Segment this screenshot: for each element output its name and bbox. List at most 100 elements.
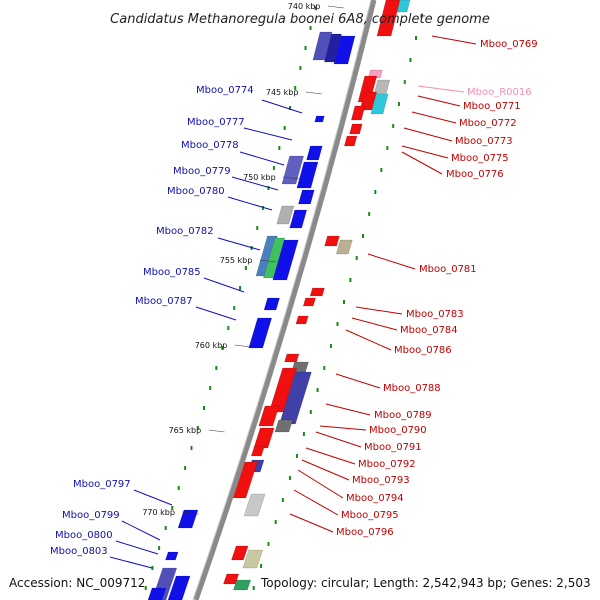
right-leader-line bbox=[301, 459, 350, 481]
gene-label-right: Mboo_0796 bbox=[336, 527, 394, 538]
gc-dot bbox=[233, 306, 236, 310]
gc-dot bbox=[239, 286, 242, 290]
gene-label-left: Mboo_0803 bbox=[50, 546, 108, 557]
gene-feature bbox=[306, 145, 323, 161]
gene-feature bbox=[289, 209, 308, 229]
gene-label-left: Mboo_0785 bbox=[143, 267, 201, 278]
kbp-tick-line bbox=[305, 91, 322, 95]
gene-label-right: Mboo_0789 bbox=[374, 410, 432, 421]
left-leader-line bbox=[133, 489, 173, 506]
gene-feature bbox=[295, 315, 309, 325]
backbone-highlight bbox=[192, 0, 372, 600]
kbp-tick-line bbox=[283, 176, 300, 180]
gc-dot bbox=[403, 80, 406, 84]
gc-dot bbox=[323, 366, 326, 370]
gene-label-right: Mboo_0771 bbox=[463, 101, 521, 112]
gc-dot bbox=[283, 126, 286, 130]
kbp-tick-label: 750 kbp bbox=[243, 173, 276, 182]
gene-feature bbox=[253, 427, 275, 449]
map-title: Candidatus Methanoregula boonei 6A8, com… bbox=[110, 12, 490, 27]
gc-dot bbox=[221, 346, 224, 350]
kbp-tick-line bbox=[182, 511, 199, 515]
gene-feature bbox=[314, 115, 325, 123]
gc-dot bbox=[144, 586, 147, 590]
right-leader-line bbox=[403, 127, 453, 142]
gene-label-right: Mboo_0792 bbox=[358, 459, 416, 470]
gc-dot bbox=[267, 542, 270, 546]
gc-dot bbox=[288, 476, 291, 480]
kbp-tick-label: 745 kbp bbox=[266, 88, 299, 97]
right-leader-line bbox=[305, 447, 356, 465]
gc-dot bbox=[256, 226, 259, 230]
gene-feature bbox=[298, 189, 315, 205]
left-leader-line bbox=[231, 176, 279, 191]
gc-dot bbox=[386, 146, 389, 150]
gc-dot bbox=[368, 212, 371, 216]
right-leader-line bbox=[411, 111, 457, 124]
right-leader-line bbox=[401, 151, 443, 175]
gene-label-right: Mboo_0794 bbox=[346, 493, 404, 504]
gene-feature bbox=[343, 135, 358, 147]
gene-label-right: Mboo_0791 bbox=[364, 442, 422, 453]
gene-label-left: Mboo_0777 bbox=[187, 117, 245, 128]
gc-dot bbox=[398, 102, 401, 106]
right-leader-line bbox=[401, 145, 449, 159]
kbp-tick-line bbox=[234, 344, 251, 348]
gene-label-left: Mboo_0799 bbox=[62, 510, 120, 521]
gc-dot bbox=[329, 344, 332, 348]
gene-feature bbox=[370, 93, 389, 115]
gc-dot bbox=[316, 388, 319, 392]
gene-label-right: Mboo_0781 bbox=[419, 264, 477, 275]
kbp-tick-line bbox=[208, 429, 225, 433]
gc-dot bbox=[392, 124, 395, 128]
right-leader-line bbox=[325, 403, 371, 416]
right-gene-labels: Mboo_0769 Mboo_R0016 Mboo_0771 Mboo_0772 Mbo… bbox=[289, 35, 538, 538]
gene-label-right: Mboo_0772 bbox=[459, 118, 517, 129]
gc-dot bbox=[215, 366, 218, 370]
right-leader-line bbox=[297, 469, 344, 499]
gene-feature bbox=[349, 123, 363, 135]
gene-feature bbox=[279, 371, 312, 425]
gc-dot bbox=[164, 526, 167, 530]
gc-dot bbox=[190, 446, 193, 450]
gene-label-right: Mboo_R0016 bbox=[467, 87, 532, 98]
left-leader-line bbox=[239, 151, 285, 166]
gc-dot bbox=[158, 546, 161, 550]
left-leader-line bbox=[195, 306, 237, 321]
left-leader-line bbox=[203, 277, 245, 293]
gene-feature bbox=[276, 205, 295, 225]
gene-label-right: Mboo_0795 bbox=[341, 510, 399, 521]
kbp-tick-label: 755 kbp bbox=[220, 256, 253, 265]
gene-label-right: Mboo_0793 bbox=[352, 475, 410, 486]
gc-dot bbox=[355, 256, 358, 260]
gc-dot bbox=[252, 586, 255, 590]
gc-dot bbox=[278, 146, 281, 150]
backbone-line bbox=[193, 0, 377, 600]
right-leader-line bbox=[315, 431, 362, 448]
gc-dot bbox=[349, 278, 352, 282]
gc-dot bbox=[314, 6, 317, 10]
gene-feature bbox=[333, 35, 356, 65]
gc-dot bbox=[294, 86, 297, 90]
gene-feature bbox=[376, 0, 401, 37]
gc-dot bbox=[415, 36, 418, 40]
topology-text: Topology: circular; Length: 2,542,943 bp… bbox=[260, 576, 591, 590]
gene-feature bbox=[242, 549, 264, 569]
gc-dot bbox=[299, 66, 302, 70]
gene-label-right: Mboo_0773 bbox=[455, 136, 513, 147]
left-leader-line bbox=[217, 237, 261, 251]
gene-feature bbox=[250, 445, 265, 457]
gene-label-left: Mboo_0797 bbox=[73, 479, 131, 490]
gene-label-left: Mboo_0774 bbox=[196, 85, 254, 96]
left-gene-labels: Mboo_0774 Mboo_0777 Mboo_0778 Mboo_0779 Mboo… bbox=[50, 85, 303, 569]
left-leader-line bbox=[243, 127, 293, 141]
gc-dot bbox=[227, 326, 230, 330]
gc-dot bbox=[272, 166, 275, 170]
kbp-tick-label: 770 kbp bbox=[142, 508, 175, 517]
gene-label-right: Mboo_0776 bbox=[446, 169, 504, 180]
right-leader-line bbox=[351, 317, 398, 331]
gene-feature bbox=[296, 161, 319, 189]
gc-dot bbox=[267, 186, 270, 190]
gc-dot bbox=[244, 266, 247, 270]
